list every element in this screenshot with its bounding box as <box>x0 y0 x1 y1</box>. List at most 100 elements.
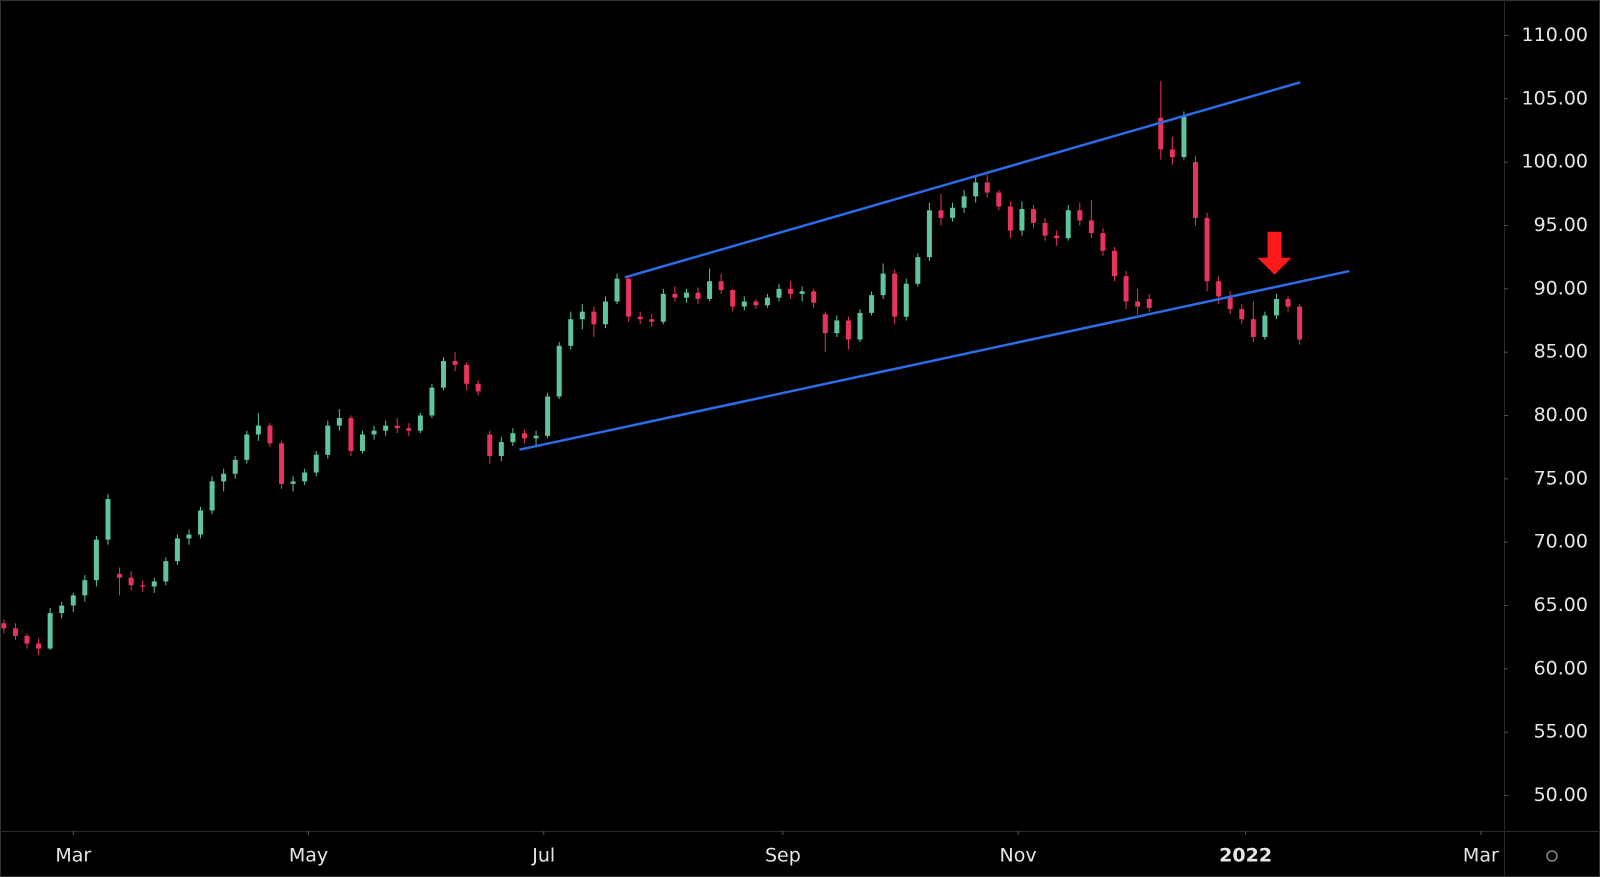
candle-body <box>926 210 932 258</box>
candle-body <box>105 499 111 540</box>
candle-body <box>718 281 724 291</box>
candle-body <box>845 320 851 340</box>
settings-gear[interactable] <box>1546 850 1558 862</box>
candle-body <box>232 459 238 474</box>
candle-body <box>198 510 204 535</box>
trend-line <box>519 269 1350 451</box>
candle-body <box>822 314 828 334</box>
candle-body <box>556 345 562 397</box>
candle-body <box>1077 210 1083 221</box>
candle-body <box>1146 298 1152 308</box>
candle-body <box>1297 306 1303 340</box>
candle-body <box>1031 209 1037 223</box>
y-tick-label: 110.00 <box>1522 24 1588 46</box>
candle-body <box>1250 319 1256 337</box>
candle-body <box>93 539 99 581</box>
x-tick-label: Mar <box>1463 845 1499 867</box>
y-tick-label: 95.00 <box>1534 214 1588 236</box>
x-tick-label: 2022 <box>1219 845 1272 867</box>
candle-body <box>1192 162 1198 218</box>
y-tick-label: 100.00 <box>1522 151 1588 173</box>
candle-body <box>533 435 539 439</box>
x-tick-label: Mar <box>55 845 91 867</box>
candle-body <box>360 434 366 451</box>
candle-body <box>186 534 192 539</box>
settings-icon[interactable] <box>1546 850 1558 862</box>
candle-body <box>961 196 967 208</box>
candle-body <box>290 481 296 484</box>
candle-body <box>811 291 817 303</box>
candle-body <box>869 295 875 313</box>
candle-body <box>140 585 146 587</box>
arrow <box>1257 231 1292 275</box>
y-tick-label: 85.00 <box>1534 341 1588 363</box>
candle-body <box>452 361 458 365</box>
candle-body <box>59 605 65 614</box>
candle-body <box>707 281 713 299</box>
candle-body <box>521 433 527 439</box>
candle-body <box>568 319 574 346</box>
candle-body <box>614 278 620 302</box>
candle-body <box>1227 296 1233 310</box>
candle-body <box>464 364 470 384</box>
candle-body <box>383 425 389 431</box>
candle-body <box>973 182 979 197</box>
candle-body <box>1181 116 1187 158</box>
candle-body <box>174 538 180 562</box>
candle-body <box>1135 301 1141 307</box>
candle-body <box>1007 206 1013 231</box>
y-tick-label: 50.00 <box>1534 784 1588 806</box>
candle-body <box>764 297 770 306</box>
x-tick-label: May <box>289 845 328 867</box>
candle-body <box>591 311 597 325</box>
candle-body <box>128 577 134 586</box>
candle-body <box>255 425 261 435</box>
candle-body <box>475 383 481 392</box>
candle-body <box>545 396 551 436</box>
x-tick-label: Sep <box>765 845 801 867</box>
candle-body <box>12 628 18 636</box>
candle-body <box>1054 235 1060 239</box>
candle-body <box>788 288 794 294</box>
candle-body <box>1273 298 1279 316</box>
y-tick-label: 75.00 <box>1534 467 1588 489</box>
candle-body <box>626 278 632 317</box>
candle-body <box>510 433 516 443</box>
candle-body <box>70 595 76 606</box>
candle-body <box>487 434 493 457</box>
y-tick-label: 70.00 <box>1534 531 1588 553</box>
candle-body <box>36 643 42 649</box>
trend-line <box>624 81 1301 279</box>
candle-body <box>903 283 909 317</box>
candle-body <box>336 418 342 426</box>
candle-body <box>117 573 123 578</box>
candle-body <box>1216 281 1222 297</box>
candle-body <box>915 257 921 284</box>
candle-body <box>302 472 308 482</box>
candle-body <box>244 434 250 460</box>
candle-body <box>1019 209 1025 231</box>
candle-body <box>1100 233 1106 251</box>
candle-body <box>1158 117 1164 150</box>
candle-body <box>429 387 435 416</box>
y-tick-label: 65.00 <box>1534 594 1588 616</box>
candle-body <box>753 301 759 306</box>
y-tick-label: 55.00 <box>1534 721 1588 743</box>
candle-body <box>1112 250 1118 277</box>
candle-body <box>637 316 643 320</box>
candle-body <box>984 182 990 193</box>
candle-body <box>579 311 585 320</box>
candle-body <box>267 425 273 444</box>
candle-body <box>834 320 840 334</box>
candle-body <box>683 292 689 298</box>
candle-body <box>1262 315 1268 337</box>
candle-body <box>163 561 169 582</box>
x-tick-label: Nov <box>1000 845 1037 867</box>
candle-body <box>880 273 886 296</box>
candle-body <box>24 635 30 644</box>
candle-body <box>950 207 956 218</box>
candle-body <box>82 580 88 596</box>
candle-body <box>776 288 782 298</box>
